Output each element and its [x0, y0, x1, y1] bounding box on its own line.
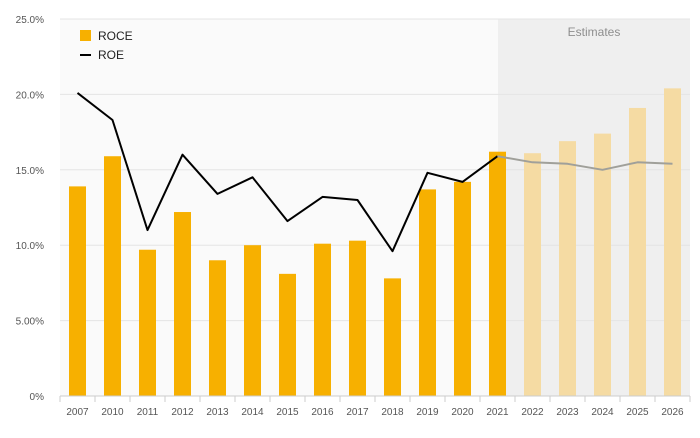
y-tick-label: 20.0% [16, 90, 44, 101]
roce-bar [629, 108, 646, 396]
x-axis: 2007 2010 2011 2012 2013 2014 2015 2016 2017 2018… [60, 396, 690, 418]
y-tick-label: 0% [30, 392, 45, 403]
x-tick-label: 2012 [171, 407, 194, 418]
x-tick-label: 2015 [276, 407, 299, 418]
x-tick-label: 2013 [206, 407, 229, 418]
roce-bar [69, 186, 86, 396]
x-tick-label: 2024 [591, 407, 614, 418]
x-tick-label: 2016 [311, 407, 334, 418]
legend-swatch-roce [80, 30, 91, 41]
y-tick-label: 5.00% [16, 317, 44, 328]
x-tick-label: 2018 [381, 407, 404, 418]
roce-bar [489, 152, 506, 396]
x-tick-label: 2022 [521, 407, 544, 418]
roce-bar [559, 141, 576, 396]
x-tick-label: 2010 [101, 407, 124, 418]
x-tick-label: 2025 [626, 407, 649, 418]
x-tick-label: 2007 [66, 407, 89, 418]
roce-bar [419, 189, 436, 396]
y-axis-tick-labels: 0% 5.00% 10.0% 15.0% 20.0% 25.0% [16, 15, 44, 403]
roce-bar [349, 241, 366, 396]
y-tick-label: 15.0% [16, 166, 44, 177]
roce-bar [454, 182, 471, 396]
x-tick-label: 2020 [451, 407, 474, 418]
roce-bar [139, 250, 156, 396]
x-tick-label: 2017 [346, 407, 369, 418]
roce-bar [209, 260, 226, 396]
x-tick-label: 2021 [486, 407, 509, 418]
roce-bar [244, 245, 261, 396]
roce-bar [174, 212, 191, 396]
roce-bar [524, 153, 541, 396]
y-tick-label: 10.0% [16, 241, 44, 252]
legend-label-roe: ROE [98, 48, 124, 62]
x-tick-label: 2026 [661, 407, 684, 418]
x-tick-label: 2014 [241, 407, 264, 418]
x-tick-label: 2023 [556, 407, 579, 418]
x-tick-label: 2011 [137, 407, 159, 418]
roce-bar [594, 134, 611, 396]
roce-bar [279, 274, 296, 396]
roce-bar [104, 156, 121, 396]
roce-bar [314, 244, 331, 396]
x-tick-label: 2019 [416, 407, 439, 418]
y-tick-label: 25.0% [16, 15, 44, 26]
roce-bar [664, 88, 681, 396]
legend-label-roce: ROCE [98, 29, 133, 43]
roce-bar [384, 278, 401, 396]
estimates-label: Estimates [568, 25, 621, 39]
